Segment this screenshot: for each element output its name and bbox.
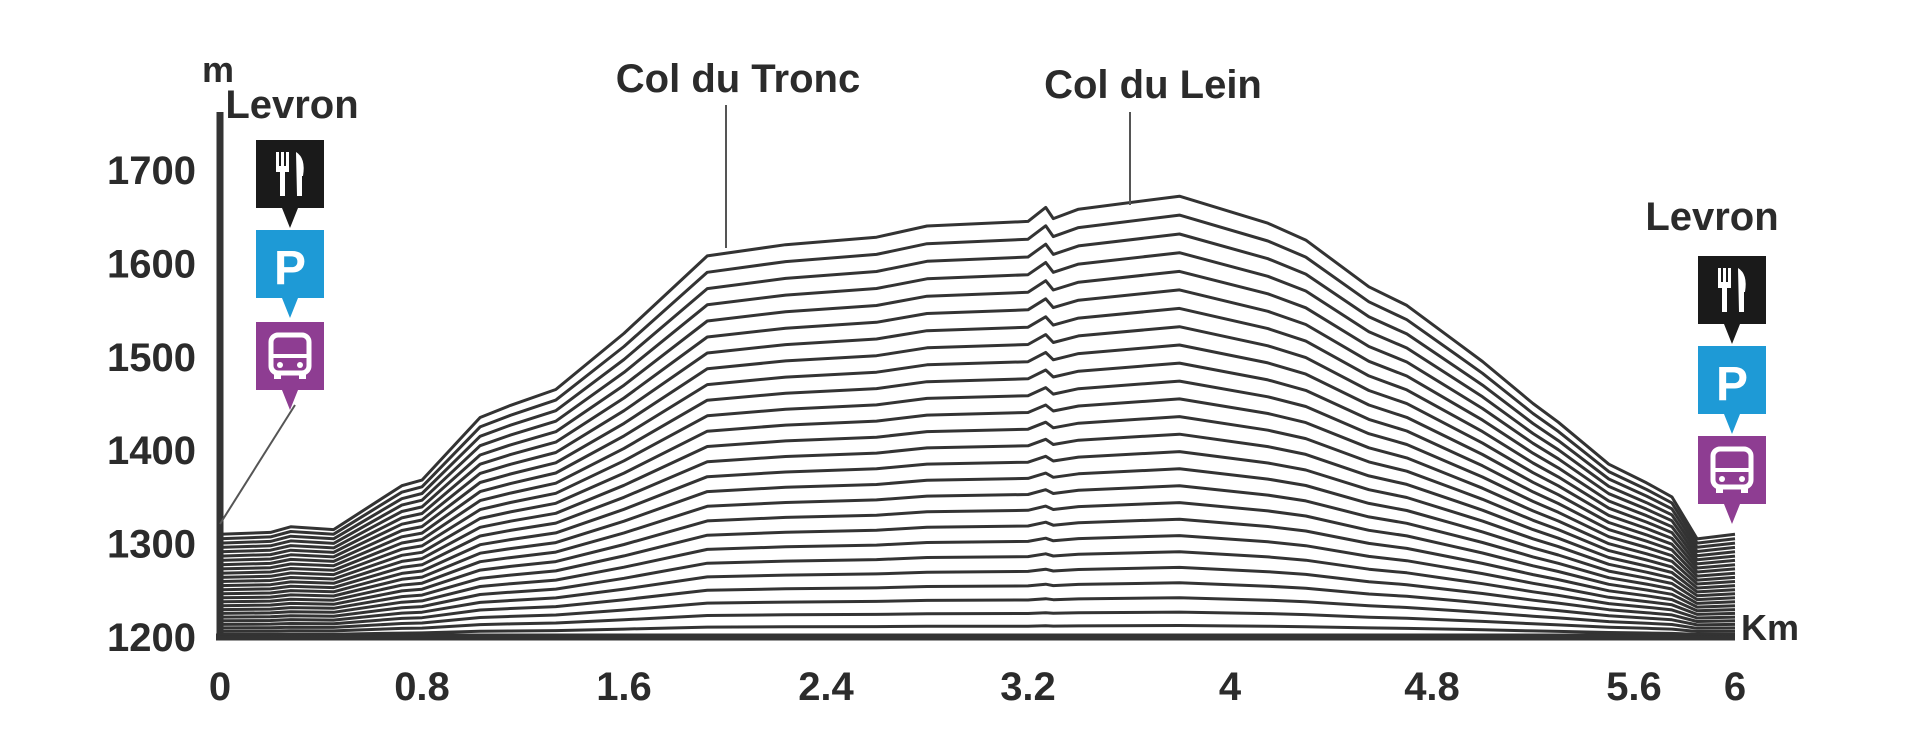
annotation-levron-start: Levron: [225, 83, 358, 127]
profile-ridge-line: [219, 306, 1736, 566]
bus-icon: [1698, 436, 1766, 524]
y-tick-label: 1300: [107, 523, 196, 567]
profile-ridge-line: [219, 432, 1736, 594]
profile-ridge-line: [219, 534, 1736, 616]
profile-ridge-line: [219, 415, 1736, 590]
svg-text:P: P: [274, 242, 306, 295]
parking-icon: P: [1698, 346, 1766, 434]
levron-end-icons: P: [1698, 256, 1766, 524]
profile-ridge-line: [219, 213, 1736, 545]
x-tick-label: 6: [1724, 665, 1746, 709]
profile-ridge-line: [219, 484, 1736, 605]
profile-ridge-line: [219, 251, 1736, 553]
profile-ridge-line: [219, 501, 1736, 609]
profile-ridge-line: [219, 467, 1736, 602]
y-tick-label: 1200: [107, 616, 196, 660]
parking-icon: P: [256, 230, 324, 318]
profile-ridge-line: [219, 581, 1736, 627]
annotation-levron-end: Levron: [1645, 195, 1778, 239]
levron-start-leader: [219, 404, 296, 525]
y-tick-label: 1500: [107, 336, 196, 380]
x-tick-labels: 0 0.8 1.6 2.4 3.2 4 4.8 5.6 6: [209, 665, 1746, 709]
x-tick-label: 2.4: [798, 665, 854, 709]
x-tick-label: 3.2: [1000, 665, 1056, 709]
elevation-profile-line: [219, 194, 1736, 541]
x-tick-label: 1.6: [596, 665, 652, 709]
profile-ridge-line: [219, 269, 1736, 558]
profile-ridge-line: [219, 232, 1736, 549]
x-tick-label: 5.6: [1606, 665, 1662, 709]
profile-ridge-line: [219, 596, 1736, 630]
profile-ridge-line: [219, 550, 1736, 620]
annotation-col-du-lein: Col du Lein: [1044, 63, 1262, 107]
profile-ridge-line: [219, 565, 1736, 623]
profile-ridge-line: [220, 624, 1736, 636]
x-tick-label: 4.8: [1404, 665, 1460, 709]
levron-start-icons: P: [256, 140, 324, 410]
profile-ridge-line: [219, 517, 1736, 613]
y-tick-label: 1400: [107, 429, 196, 473]
y-axis-unit-label: m: [202, 49, 234, 90]
y-tick-label: 1600: [107, 242, 196, 286]
y-tick-labels: 1200 1300 1400 1500 1600 1700: [107, 149, 196, 660]
profile-ridge-line: [219, 397, 1736, 586]
profile-layers: [219, 194, 1736, 636]
x-tick-label: 4: [1219, 665, 1242, 709]
profile-ridge-line: [219, 343, 1736, 574]
x-tick-label: 0.8: [394, 665, 450, 709]
profile-ridge-line: [219, 379, 1736, 582]
bus-icon: [256, 322, 324, 410]
restaurant-icon: [256, 140, 324, 228]
profile-ridge-line: [219, 361, 1736, 578]
profile-ridge-line: [219, 288, 1736, 562]
svg-text:P: P: [1716, 358, 1748, 411]
profile-ridge-line: [219, 325, 1736, 570]
profile-ridge-line: [219, 610, 1736, 633]
restaurant-icon: [1698, 256, 1766, 344]
profile-ridge-line: [219, 450, 1736, 598]
x-tick-label: 0: [209, 665, 231, 709]
annotation-col-du-tronc: Col du Tronc: [616, 57, 860, 101]
x-axis-unit-label: Km: [1741, 607, 1799, 648]
y-tick-label: 1700: [107, 149, 196, 193]
